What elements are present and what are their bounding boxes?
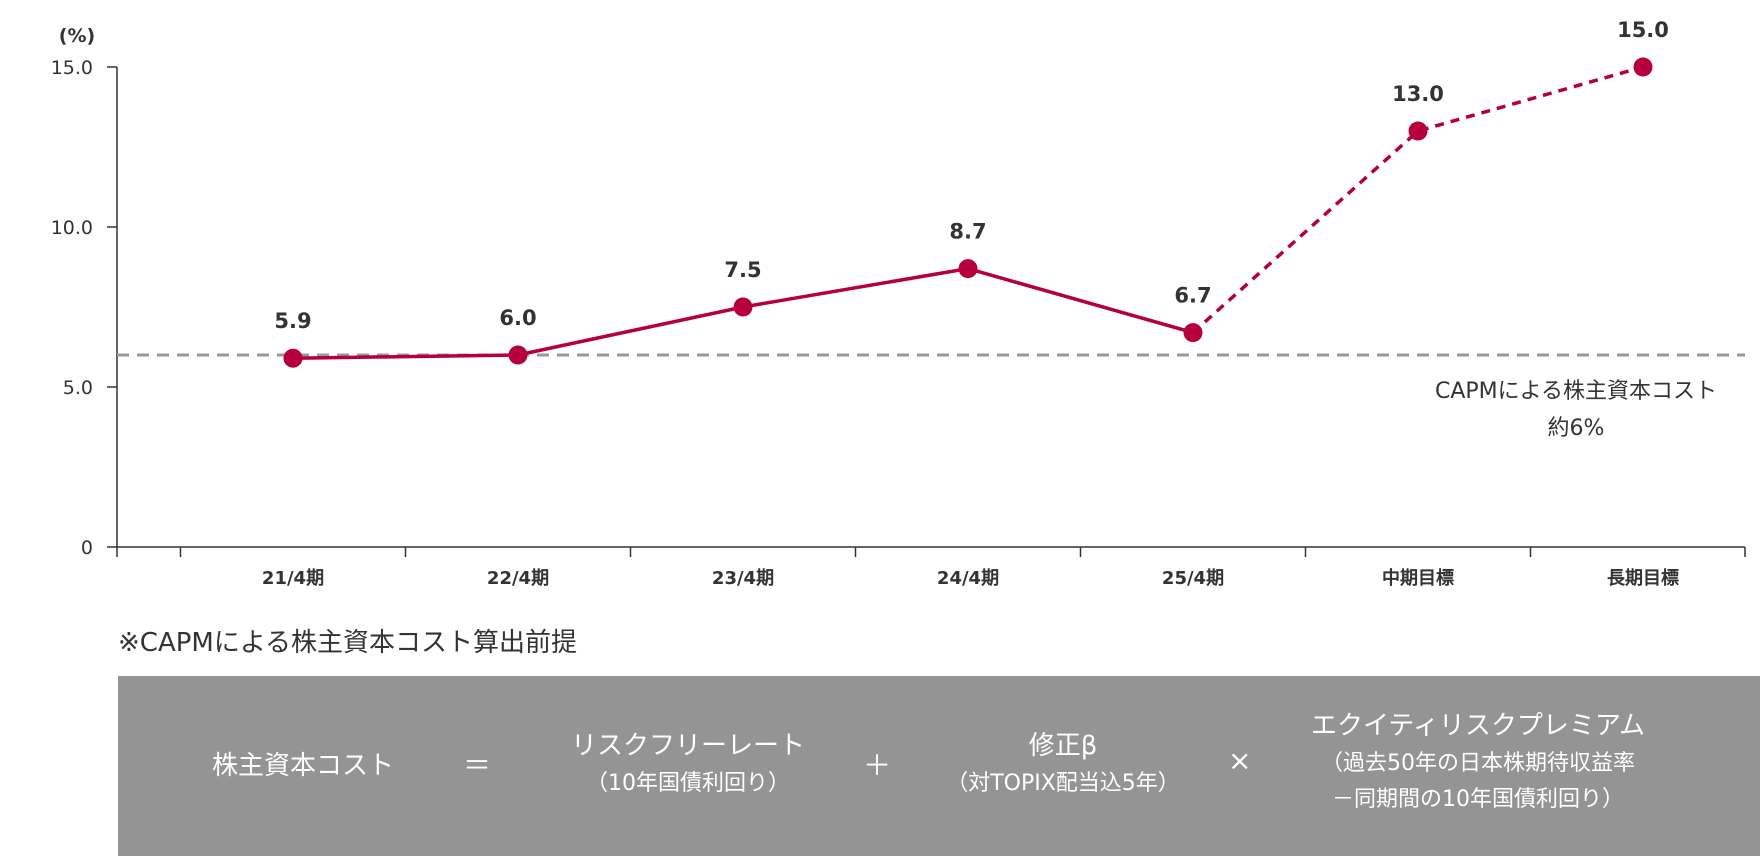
data-point xyxy=(733,297,753,317)
data-label: 15.0 xyxy=(1617,18,1669,42)
x-tick-label: 24/4期 xyxy=(937,568,999,589)
data-point xyxy=(508,345,528,365)
y-tick-label: 5.0 xyxy=(63,377,93,399)
x-tick-label: 中期目標 xyxy=(1382,567,1454,589)
formula-plus-sign: ＋ xyxy=(863,749,892,782)
data-labels-group: 5.9 6.0 7.5 8.7 6.7 13.0 15.0 xyxy=(274,18,1669,333)
calculation-note: ※CAPMによる株主資本コスト算出前提 xyxy=(118,628,578,658)
equity-risk-premium-label: エクイティリスクプレミアム xyxy=(1310,711,1646,741)
formula-term-risk-free-rate: リスクフリーレート （10年国債利回り） xyxy=(538,726,838,802)
formula-term-adjusted-beta: 修正β （対TOPIX配当込5年） xyxy=(918,726,1208,802)
x-tick-label: 23/4期 xyxy=(712,568,774,589)
data-label: 8.7 xyxy=(949,220,986,244)
series-group xyxy=(283,57,1653,368)
equity-risk-premium-sub1: （過去50年の日本株期待収益率 xyxy=(1321,751,1635,776)
y-tick-label: 15.0 xyxy=(51,57,93,79)
y-tick-label: 0 xyxy=(81,537,93,559)
line-chart: 0 5.0 10.0 15.0 (%) 21/4期 22/4期 23/4期 24/4期 25/4期… xyxy=(51,18,1746,589)
target-series-line xyxy=(1191,65,1644,334)
chart-axes: 0 5.0 10.0 15.0 (%) 21/4期 22/4期 23/4期 24/4期 25/4期… xyxy=(51,25,1746,589)
data-label: 5.9 xyxy=(274,309,311,333)
x-tick-label: 長期目標 xyxy=(1607,567,1679,589)
data-label: 13.0 xyxy=(1392,82,1444,106)
capm-reference-label: 約6% xyxy=(1548,416,1605,441)
data-point xyxy=(283,348,303,368)
data-point xyxy=(1408,121,1428,141)
y-axis-unit-label: (%) xyxy=(59,25,95,47)
data-label: 6.0 xyxy=(499,306,536,330)
formula-equals-sign: ＝ xyxy=(463,749,492,782)
x-tick-label: 21/4期 xyxy=(262,568,324,589)
equity-risk-premium-sub2: －同期間の10年国債利回り） xyxy=(1332,787,1624,812)
y-tick-label: 10.0 xyxy=(51,217,93,239)
capm-reference-label: CAPMによる株主資本コスト xyxy=(1435,379,1717,404)
data-point xyxy=(1183,323,1203,343)
data-label: 7.5 xyxy=(724,258,761,282)
adjusted-beta-label: 修正β xyxy=(1028,731,1098,761)
formula-times-sign: × xyxy=(1228,744,1252,777)
formula-term-cost-of-equity: 株主資本コスト xyxy=(211,751,394,781)
formula-box: 株主資本コスト ＝ リスクフリーレート （10年国債利回り） ＋ 修正β （対T… xyxy=(118,676,1760,856)
data-point xyxy=(958,259,978,279)
data-point xyxy=(1633,57,1653,77)
x-tick-label: 22/4期 xyxy=(487,568,549,589)
formula-term-equity-risk-premium: エクイティリスクプレミアム （過去50年の日本株期待収益率 －同期間の10年国債… xyxy=(1278,706,1678,818)
risk-free-rate-label: リスクフリーレート xyxy=(570,731,805,761)
x-tick-label: 25/4期 xyxy=(1162,568,1224,589)
risk-free-rate-sub: （10年国債利回り） xyxy=(586,771,790,796)
adjusted-beta-sub: （対TOPIX配当込5年） xyxy=(946,771,1180,796)
data-label: 6.7 xyxy=(1174,284,1211,308)
